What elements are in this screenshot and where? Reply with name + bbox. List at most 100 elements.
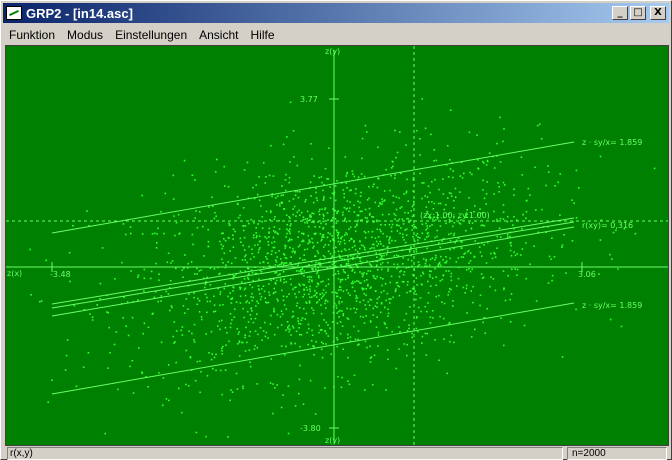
scatter-point xyxy=(350,266,353,269)
scatter-point xyxy=(167,252,170,255)
scatter-point xyxy=(509,321,512,323)
scatter-point xyxy=(377,345,379,347)
scatter-point xyxy=(373,274,375,277)
scatter-point xyxy=(405,190,408,193)
scatter-point xyxy=(243,169,246,171)
menu-einstellungen[interactable]: Einstellungen xyxy=(115,28,188,42)
scatter-point xyxy=(230,262,233,265)
scatter-point xyxy=(280,406,283,409)
scatter-point xyxy=(432,317,434,319)
scatter-point xyxy=(235,372,238,375)
scatter-point xyxy=(347,260,350,262)
scatter-point xyxy=(388,302,391,304)
scatter-point xyxy=(343,196,345,199)
scatter-point xyxy=(372,221,375,223)
scatter-point xyxy=(209,284,212,286)
scatter-point xyxy=(255,232,257,234)
scatter-point xyxy=(107,311,110,314)
scatter-point xyxy=(141,372,144,375)
menu-ansicht[interactable]: Ansicht xyxy=(199,28,239,42)
scatter-point xyxy=(337,233,339,236)
scatter-point xyxy=(369,361,372,363)
maximize-button[interactable]: □ xyxy=(630,6,646,20)
scatter-point xyxy=(250,269,253,271)
scatter-point xyxy=(354,271,356,274)
scatter-point xyxy=(292,325,294,328)
scatter-point xyxy=(196,267,198,270)
scatter-point xyxy=(273,218,276,221)
scatter-point xyxy=(282,194,285,196)
scatter-point xyxy=(335,246,337,249)
scatter-point xyxy=(198,300,201,302)
scatter-plot-area[interactable]: z(y) z(y) z(x) -3.48 3.06 3.77 -3.80 z ·… xyxy=(5,45,669,446)
scatter-point xyxy=(461,247,463,249)
title-bar[interactable]: GRP2 - [in14.asc] _ □ X xyxy=(3,3,669,23)
scatter-point xyxy=(254,244,256,247)
scatter-point xyxy=(336,231,339,234)
scatter-point xyxy=(464,252,466,255)
scatter-point xyxy=(167,293,170,295)
scatter-point xyxy=(471,268,473,270)
scatter-point xyxy=(215,353,217,356)
scatter-point xyxy=(285,329,287,332)
scatter-point xyxy=(332,239,334,242)
scatter-point xyxy=(280,324,283,326)
scatter-point xyxy=(275,260,278,263)
scatter-point xyxy=(229,292,231,294)
scatter-point xyxy=(252,279,255,282)
scatter-point xyxy=(288,216,290,218)
scatter-point xyxy=(502,204,505,206)
scatter-point xyxy=(141,371,143,374)
close-button[interactable]: X xyxy=(650,6,666,20)
scatter-point xyxy=(137,276,139,278)
menu-hilfe[interactable]: Hilfe xyxy=(250,28,275,42)
scatter-point xyxy=(540,138,543,140)
scatter-point xyxy=(193,323,196,326)
scatter-point xyxy=(275,271,278,274)
scatter-point xyxy=(300,334,303,336)
scatter-point xyxy=(372,314,375,316)
scatter-point xyxy=(229,250,231,252)
menu-modus[interactable]: Modus xyxy=(67,28,104,42)
scatter-point xyxy=(253,222,255,224)
scatter-point xyxy=(486,181,488,183)
scatter-point xyxy=(236,328,239,330)
scatter-point xyxy=(289,217,291,220)
scatter-point xyxy=(303,288,305,291)
scatter-point xyxy=(315,197,318,199)
scatter-point xyxy=(347,318,350,320)
scatter-point xyxy=(389,189,391,192)
scatter-point xyxy=(229,224,231,226)
scatter-point xyxy=(219,369,222,372)
scatter-point xyxy=(248,245,250,248)
scatter-point xyxy=(437,265,440,267)
scatter-point xyxy=(339,321,342,323)
scatter-point xyxy=(416,232,419,235)
scatter-point xyxy=(449,340,451,343)
scatter-point xyxy=(449,248,451,251)
scatter-point xyxy=(479,251,482,253)
scatter-point xyxy=(285,262,288,264)
scatter-point xyxy=(361,275,364,278)
scatter-point xyxy=(424,305,427,308)
scatter-point xyxy=(422,258,425,260)
scatter-point xyxy=(267,244,270,246)
scatter-point xyxy=(511,268,513,270)
minimize-button[interactable]: _ xyxy=(612,6,628,20)
scatter-point xyxy=(620,325,623,328)
scatter-point xyxy=(82,366,85,368)
scatter-point xyxy=(345,232,347,234)
scatter-point xyxy=(308,239,310,241)
scatter-point xyxy=(301,232,303,235)
scatter-point xyxy=(363,322,366,324)
scatter-point xyxy=(410,246,412,248)
scatter-point xyxy=(401,218,404,220)
scatter-point xyxy=(426,247,428,250)
scatter-point xyxy=(439,264,442,266)
menu-funktion[interactable]: Funktion xyxy=(9,28,56,42)
scatter-point xyxy=(408,327,410,330)
scatter-point xyxy=(301,240,303,243)
scatter-point xyxy=(353,307,355,310)
scatter-point xyxy=(575,217,578,219)
scatter-point xyxy=(143,290,145,292)
